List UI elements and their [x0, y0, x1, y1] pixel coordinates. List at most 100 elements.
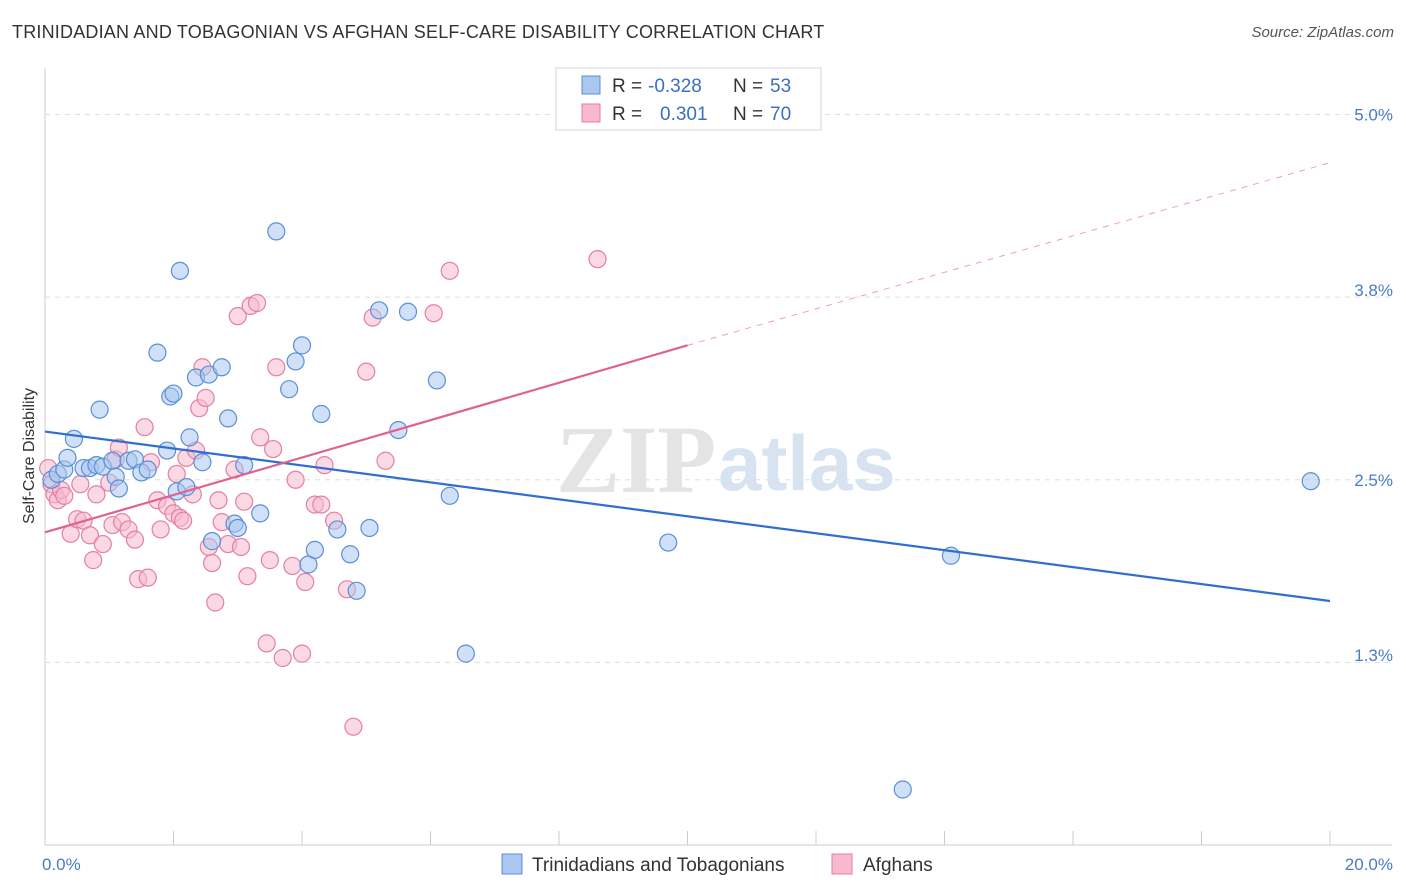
legend-label-trinidadians: Trinidadians and Tobagonians	[532, 855, 784, 876]
stats-r-label-pink: R =	[612, 104, 642, 125]
afghans-point-67	[357, 362, 376, 381]
afghans-point-37	[196, 388, 215, 408]
watermark-zip: ZIP	[556, 406, 716, 513]
x-tick-label-0: 0.0%	[42, 855, 81, 874]
trinidadians-point-32	[228, 518, 247, 538]
trinidadians-point-18	[157, 441, 177, 460]
afghans-point-11	[84, 551, 103, 570]
afghans-point-22	[135, 418, 154, 437]
afghans-point-66	[344, 717, 363, 736]
axes	[44, 68, 1392, 846]
trinidadians-point-17	[148, 343, 167, 362]
trinidadians-point-34	[251, 504, 270, 523]
trinidadians-point-12	[109, 479, 128, 498]
chart-title: TRINIDADIAN AND TOBAGONIAN VS AFGHAN SEL…	[12, 22, 825, 42]
series-legend: Trinidadians and Tobagonians Afghans	[501, 853, 933, 876]
stats-n-label-pink: N =	[733, 104, 763, 125]
afghans-point-47	[235, 492, 254, 511]
trinidadians-point-16	[138, 460, 157, 479]
stats-r-value-pink: 0.301	[660, 104, 708, 125]
trinidadians-point-46	[370, 301, 389, 320]
trinidadians-trend-line	[44, 430, 1331, 603]
afghans-point-41	[209, 491, 228, 510]
afghans-point-39	[202, 553, 222, 573]
trinidadians-point-24	[180, 428, 199, 447]
trinidadians-points	[42, 222, 1320, 799]
trinidadians-point-45	[360, 518, 379, 538]
trinidadians-point-20	[164, 384, 183, 403]
afghans-point-31	[174, 511, 193, 530]
stats-legend-pink-swatch	[581, 103, 601, 123]
trinidadians-point-51	[456, 644, 475, 663]
trinidadians-point-42	[328, 520, 347, 539]
afghans-point-62	[312, 495, 331, 514]
stats-n-value-pink: 70	[770, 104, 791, 125]
afghans-trend-extension	[687, 162, 1331, 346]
afghans-point-55	[267, 358, 286, 377]
trinidadians-point-26	[193, 453, 212, 472]
y-tick-label-2: 3.8%	[1354, 281, 1393, 300]
trinidadians-point-29	[212, 358, 231, 377]
afghans-point-40	[206, 593, 225, 612]
afghans-point-52	[257, 634, 276, 653]
afghans-trend-line	[44, 344, 688, 534]
trinidadians-point-8	[90, 400, 109, 419]
stats-r-label-blue: R =	[612, 76, 642, 97]
afghans-point-12	[87, 485, 106, 504]
trinidadians-point-4	[64, 429, 84, 448]
afghans-point-20	[125, 530, 145, 549]
trinidadians-point-40	[305, 540, 324, 559]
afghans-point-50	[247, 293, 267, 313]
trinidadians-point-35	[267, 222, 286, 241]
afghans-point-69	[376, 451, 395, 470]
legend-label-afghans: Afghans	[863, 855, 933, 876]
afghans-point-56	[273, 648, 292, 668]
afghans-point-71	[440, 261, 459, 280]
watermark: ZIP atlas	[556, 406, 896, 513]
trend-lines	[44, 162, 1331, 603]
gridlines	[45, 114, 1392, 663]
stats-r-value-blue: -0.328	[648, 76, 702, 97]
trinidadians-point-38	[292, 336, 312, 355]
trinidadians-point-52	[659, 533, 678, 552]
afghans-point-10	[80, 526, 100, 545]
afghans-point-70	[424, 304, 443, 323]
afghans-points	[39, 250, 607, 736]
afghans-point-45	[228, 307, 247, 326]
afghans-point-5	[55, 486, 74, 505]
trinidadians-point-44	[347, 581, 366, 600]
legend-swatch-afghans	[831, 853, 853, 875]
trinidadians-point-49	[427, 371, 447, 390]
stats-n-label-blue: N =	[733, 76, 763, 97]
afghans-point-58	[286, 470, 305, 489]
y-tick-label-1: 2.5%	[1354, 471, 1393, 490]
trinidadians-point-3	[58, 448, 77, 467]
y-axis-title: Self-Care Disability	[21, 388, 38, 524]
afghans-point-60	[296, 572, 315, 592]
trinidadians-point-50	[440, 486, 459, 505]
trinidadians-point-53	[893, 780, 912, 799]
x-tick-label-1: 20.0%	[1345, 855, 1393, 874]
stats-n-value-blue: 53	[770, 76, 791, 97]
trinidadians-point-41	[312, 404, 331, 424]
trinidadians-point-10	[103, 451, 122, 470]
afghans-point-53	[260, 551, 279, 570]
stats-legend-blue-swatch	[581, 75, 601, 95]
afghans-point-26	[151, 520, 170, 539]
afghans-point-13	[93, 534, 112, 554]
afghans-point-54	[263, 439, 283, 459]
trinidadians-point-55	[1301, 472, 1320, 491]
trinidadians-point-48	[398, 302, 418, 321]
afghans-point-8	[71, 475, 90, 494]
afghans-point-59	[292, 644, 312, 663]
trinidadians-point-43	[341, 545, 360, 564]
afghans-point-46	[231, 537, 251, 557]
trinidadians-point-28	[202, 532, 222, 551]
watermark-atlas: atlas	[718, 419, 896, 507]
afghans-point-51	[251, 428, 270, 447]
trinidadians-point-22	[170, 261, 190, 280]
afghans-point-57	[283, 556, 302, 576]
trinidadians-point-36	[280, 380, 299, 399]
source-label: Source: ZipAtlas.com	[1251, 24, 1394, 41]
